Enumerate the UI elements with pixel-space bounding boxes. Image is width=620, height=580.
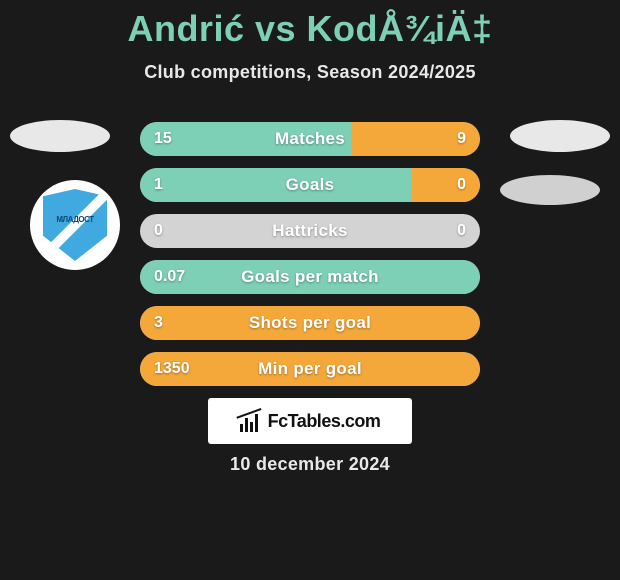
- stat-label: Shots per goal: [140, 306, 480, 340]
- crest-graphic: МЛАДОСТ: [35, 185, 115, 265]
- club-right-logo-placeholder: [500, 175, 600, 205]
- stat-row-matches: 15 Matches 9: [140, 122, 480, 156]
- stat-label: Goals: [140, 168, 480, 202]
- stat-value-right: 0: [457, 214, 466, 248]
- crest-text: МЛАДОСТ: [35, 215, 115, 224]
- stat-row-shots-per-goal: 3 Shots per goal: [140, 306, 480, 340]
- stat-label: Min per goal: [140, 352, 480, 386]
- brand-chart-icon: [240, 410, 262, 432]
- stat-label: Hattricks: [140, 214, 480, 248]
- player-left-logo-placeholder: [10, 120, 110, 152]
- stat-row-hattricks: 0 Hattricks 0: [140, 214, 480, 248]
- brand-text: FcTables.com: [268, 411, 381, 432]
- page-subtitle: Club competitions, Season 2024/2025: [0, 62, 620, 83]
- player-right-logo-placeholder: [510, 120, 610, 152]
- stat-label: Matches: [140, 122, 480, 156]
- stat-row-goals-per-match: 0.07 Goals per match: [140, 260, 480, 294]
- page-title: Andrić vs KodÅ¾iÄ‡: [0, 0, 620, 50]
- stat-value-right: 9: [457, 122, 466, 156]
- club-left-crest: МЛАДОСТ: [30, 180, 120, 270]
- stat-value-right: 0: [457, 168, 466, 202]
- date-text: 10 december 2024: [0, 454, 620, 475]
- crest-shield: [43, 189, 107, 261]
- brand-badge[interactable]: FcTables.com: [208, 398, 412, 444]
- stat-row-min-per-goal: 1350 Min per goal: [140, 352, 480, 386]
- comparison-bars: 15 Matches 9 1 Goals 0 0 Hattricks 0 0.0…: [140, 122, 480, 398]
- stat-label: Goals per match: [140, 260, 480, 294]
- stat-row-goals: 1 Goals 0: [140, 168, 480, 202]
